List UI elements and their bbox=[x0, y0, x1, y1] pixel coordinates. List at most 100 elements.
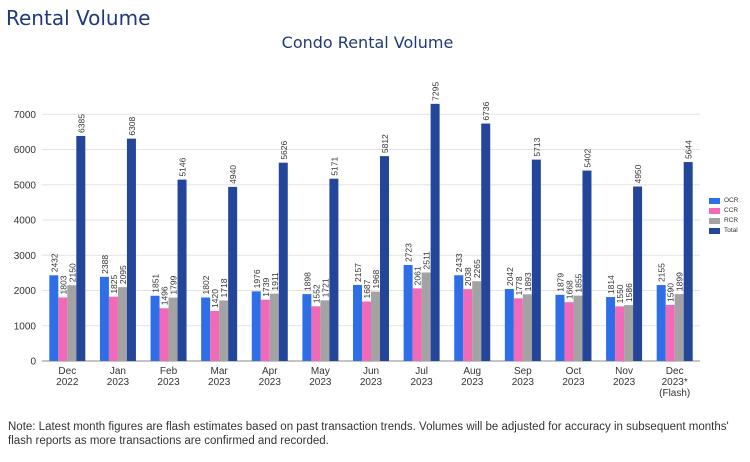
legend-label: OCR bbox=[724, 197, 739, 204]
bar-rcr-0 bbox=[67, 285, 77, 361]
data-label: 1893 bbox=[523, 272, 533, 291]
bar-total-5 bbox=[329, 178, 339, 361]
x-tick-label: 2023 bbox=[259, 377, 282, 388]
data-label: 1687 bbox=[362, 279, 372, 298]
data-label: 1586 bbox=[624, 283, 634, 302]
x-tick-label: 2023 bbox=[410, 377, 433, 388]
bar-ccr-3 bbox=[210, 310, 220, 361]
data-label: 1976 bbox=[252, 269, 262, 288]
data-label: 1552 bbox=[311, 284, 321, 303]
bar-ocr-8 bbox=[454, 275, 464, 361]
y-tick-label: 2000 bbox=[14, 286, 37, 297]
bar-rcr-12 bbox=[674, 294, 684, 361]
bar-ccr-6 bbox=[362, 301, 371, 361]
data-label: 4940 bbox=[228, 165, 238, 184]
bar-ocr-1 bbox=[99, 276, 109, 361]
bar-ocr-11 bbox=[606, 297, 616, 361]
bar-total-6 bbox=[380, 156, 389, 361]
data-label: 1911 bbox=[270, 272, 280, 291]
y-tick-label: 4000 bbox=[14, 216, 37, 227]
data-label: 1550 bbox=[615, 284, 625, 303]
x-tick-label: 2023* bbox=[662, 377, 688, 388]
data-label: 1968 bbox=[371, 269, 381, 288]
page-heading: Rental Volume bbox=[6, 6, 151, 30]
bar-total-12 bbox=[683, 162, 693, 361]
bar-ccr-1 bbox=[108, 296, 118, 361]
data-label: 1739 bbox=[261, 278, 271, 297]
data-label: 6308 bbox=[127, 116, 137, 135]
y-tick-label: 5000 bbox=[14, 180, 37, 191]
data-label: 1590 bbox=[666, 283, 676, 302]
bar-total-9 bbox=[531, 159, 541, 361]
bar-ccr-10 bbox=[564, 302, 574, 361]
data-label: 2155 bbox=[657, 263, 667, 282]
data-label: 2432 bbox=[49, 253, 59, 272]
data-label: 2157 bbox=[353, 263, 363, 282]
chart-title: Condo Rental Volume bbox=[281, 33, 454, 52]
bar-ccr-5 bbox=[311, 306, 321, 361]
data-label: 2388 bbox=[100, 255, 110, 274]
bar-ccr-11 bbox=[615, 306, 625, 361]
bar-rcr-10 bbox=[573, 295, 583, 361]
data-label: 6385 bbox=[76, 114, 86, 133]
data-label: 5713 bbox=[532, 137, 542, 156]
bar-total-1 bbox=[126, 138, 136, 361]
data-label: 1898 bbox=[302, 272, 312, 291]
data-label: 5812 bbox=[380, 134, 390, 153]
x-tick-label: 2023 bbox=[107, 377, 130, 388]
bar-ocr-12 bbox=[656, 285, 666, 361]
data-label: 1879 bbox=[555, 273, 565, 292]
bar-rcr-5 bbox=[320, 300, 330, 361]
legend-item-ocr: OCR bbox=[709, 196, 738, 206]
legend-label: Total bbox=[724, 227, 738, 234]
x-tick-label: Apr bbox=[262, 366, 278, 377]
x-tick-label: 2023 bbox=[208, 377, 231, 388]
data-label: 1825 bbox=[109, 274, 119, 293]
bar-rcr-3 bbox=[219, 300, 229, 361]
bar-ocr-5 bbox=[302, 294, 312, 361]
x-tick-label: Dec bbox=[666, 366, 684, 377]
x-tick-label: Jun bbox=[363, 366, 379, 377]
bar-ocr-10 bbox=[555, 294, 565, 361]
data-label: 6736 bbox=[481, 101, 491, 120]
data-label: 2265 bbox=[472, 259, 482, 278]
bar-rcr-11 bbox=[624, 305, 634, 361]
bar-rcr-1 bbox=[117, 287, 127, 361]
bar-ocr-7 bbox=[403, 265, 413, 361]
y-tick-label: 6000 bbox=[14, 145, 37, 156]
x-tick-label: 2023 bbox=[613, 377, 636, 388]
x-tick-label: 2023 bbox=[157, 377, 180, 388]
bar-ocr-9 bbox=[504, 289, 514, 361]
data-label: 2042 bbox=[505, 267, 515, 286]
bar-rcr-7 bbox=[421, 272, 431, 361]
data-label: 2433 bbox=[454, 253, 464, 272]
bar-ccr-9 bbox=[513, 298, 523, 361]
bar-rcr-4 bbox=[269, 293, 279, 361]
bar-rcr-9 bbox=[522, 294, 532, 361]
legend-swatch bbox=[709, 208, 720, 214]
bar-total-0 bbox=[76, 135, 86, 361]
legend-item-ccr: CCR bbox=[709, 206, 738, 216]
data-label: 1803 bbox=[58, 275, 68, 294]
x-tick-label: Jul bbox=[415, 366, 428, 377]
bar-ccr-4 bbox=[260, 299, 270, 361]
data-label: 5146 bbox=[178, 157, 188, 176]
y-tick-label: 7000 bbox=[14, 110, 37, 121]
data-label: 2095 bbox=[118, 265, 128, 284]
data-label: 2061 bbox=[413, 266, 423, 285]
bar-ocr-4 bbox=[251, 291, 261, 361]
data-label: 1718 bbox=[219, 278, 229, 297]
data-label: 5626 bbox=[279, 141, 289, 160]
legend-item-rcr: RCR bbox=[709, 216, 738, 226]
data-label: 1855 bbox=[573, 273, 583, 292]
legend-label: CCR bbox=[724, 207, 739, 214]
legend-label: RCR bbox=[724, 217, 739, 224]
bar-total-3 bbox=[228, 186, 238, 361]
x-tick-label: Aug bbox=[463, 366, 481, 377]
data-label: 1851 bbox=[151, 274, 161, 293]
bar-ccr-0 bbox=[58, 297, 68, 361]
footnote: Note: Latest month figures are flash est… bbox=[8, 421, 729, 447]
bar-total-11 bbox=[633, 186, 643, 361]
data-label: 1420 bbox=[210, 289, 220, 308]
